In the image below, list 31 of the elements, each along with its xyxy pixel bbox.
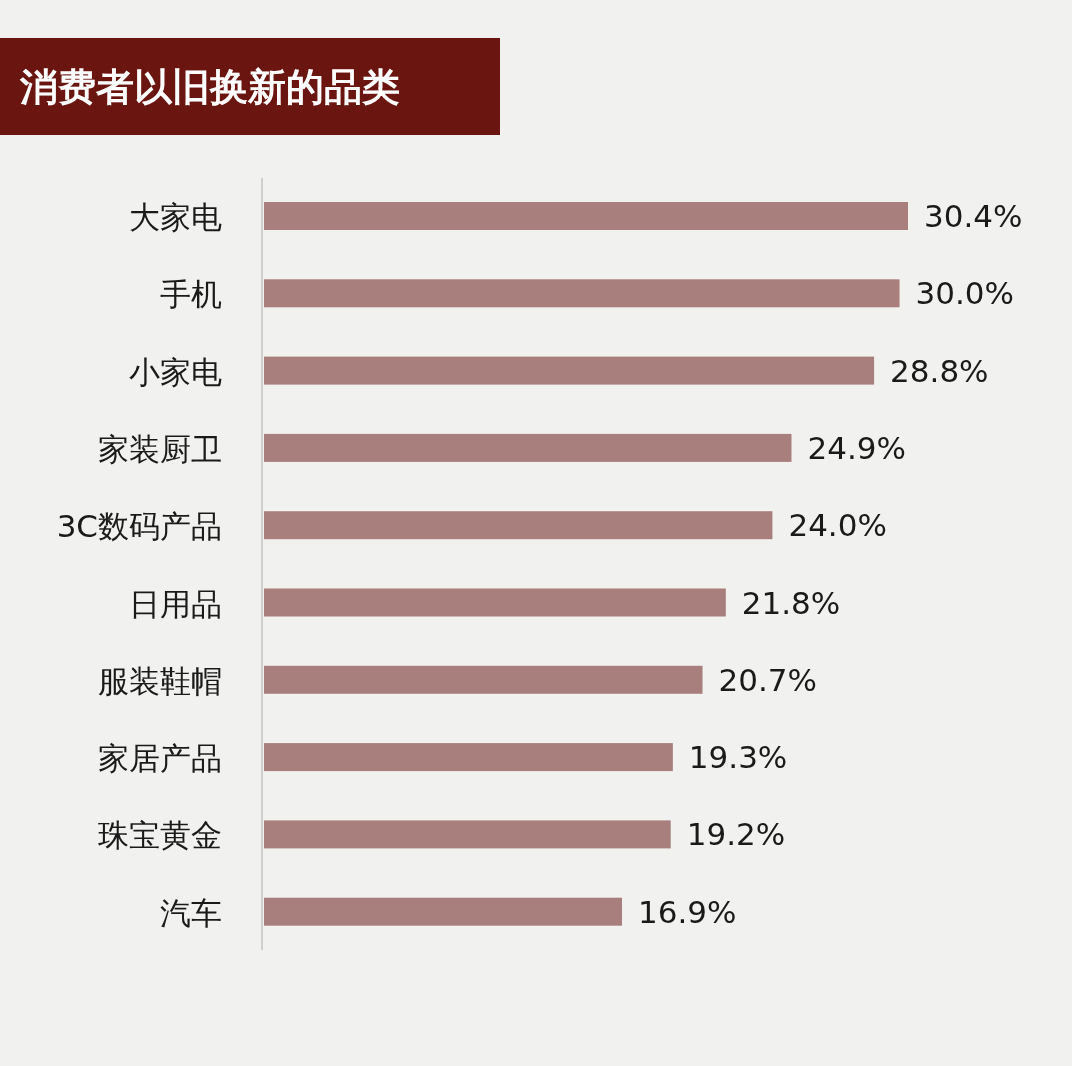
data-label: 20.7% <box>718 661 817 698</box>
data-label: 19.3% <box>688 739 788 776</box>
y-tick-label: 汽车 <box>160 894 222 931</box>
bar <box>264 897 623 926</box>
y-tick-label: 大家电 <box>129 199 222 235</box>
bar <box>264 279 900 308</box>
bar <box>264 511 773 540</box>
bar <box>264 588 726 617</box>
y-tick-label: 手机 <box>160 276 222 313</box>
y-tick-label: 服装鞋帽 <box>98 662 222 699</box>
bar <box>264 202 908 230</box>
y-tick-label: 家居产品 <box>98 740 222 777</box>
bar <box>264 356 875 385</box>
data-label: 16.9% <box>638 893 737 930</box>
data-label: 24.9% <box>807 429 906 466</box>
bar <box>264 743 673 772</box>
chart-title: 消费者以旧换新的品类 <box>19 65 400 109</box>
y-tick-label: 珠宝黄金 <box>98 817 222 854</box>
y-tick-label: 3C数码产品 <box>56 508 222 545</box>
y-tick-label: 小家电 <box>129 353 222 390</box>
bar <box>264 820 671 849</box>
bar <box>264 665 703 694</box>
data-label: 24.0% <box>788 507 887 544</box>
data-label: 30.0% <box>915 275 1015 312</box>
data-label: 28.8% <box>890 352 989 389</box>
data-label: 30.4% <box>924 198 1023 234</box>
y-tick-label: 日用品 <box>129 585 222 622</box>
data-label: 21.8% <box>741 584 841 621</box>
y-tick-label: 家装厨卫 <box>98 430 222 467</box>
bar <box>264 433 792 462</box>
data-label: 19.2% <box>686 816 786 853</box>
